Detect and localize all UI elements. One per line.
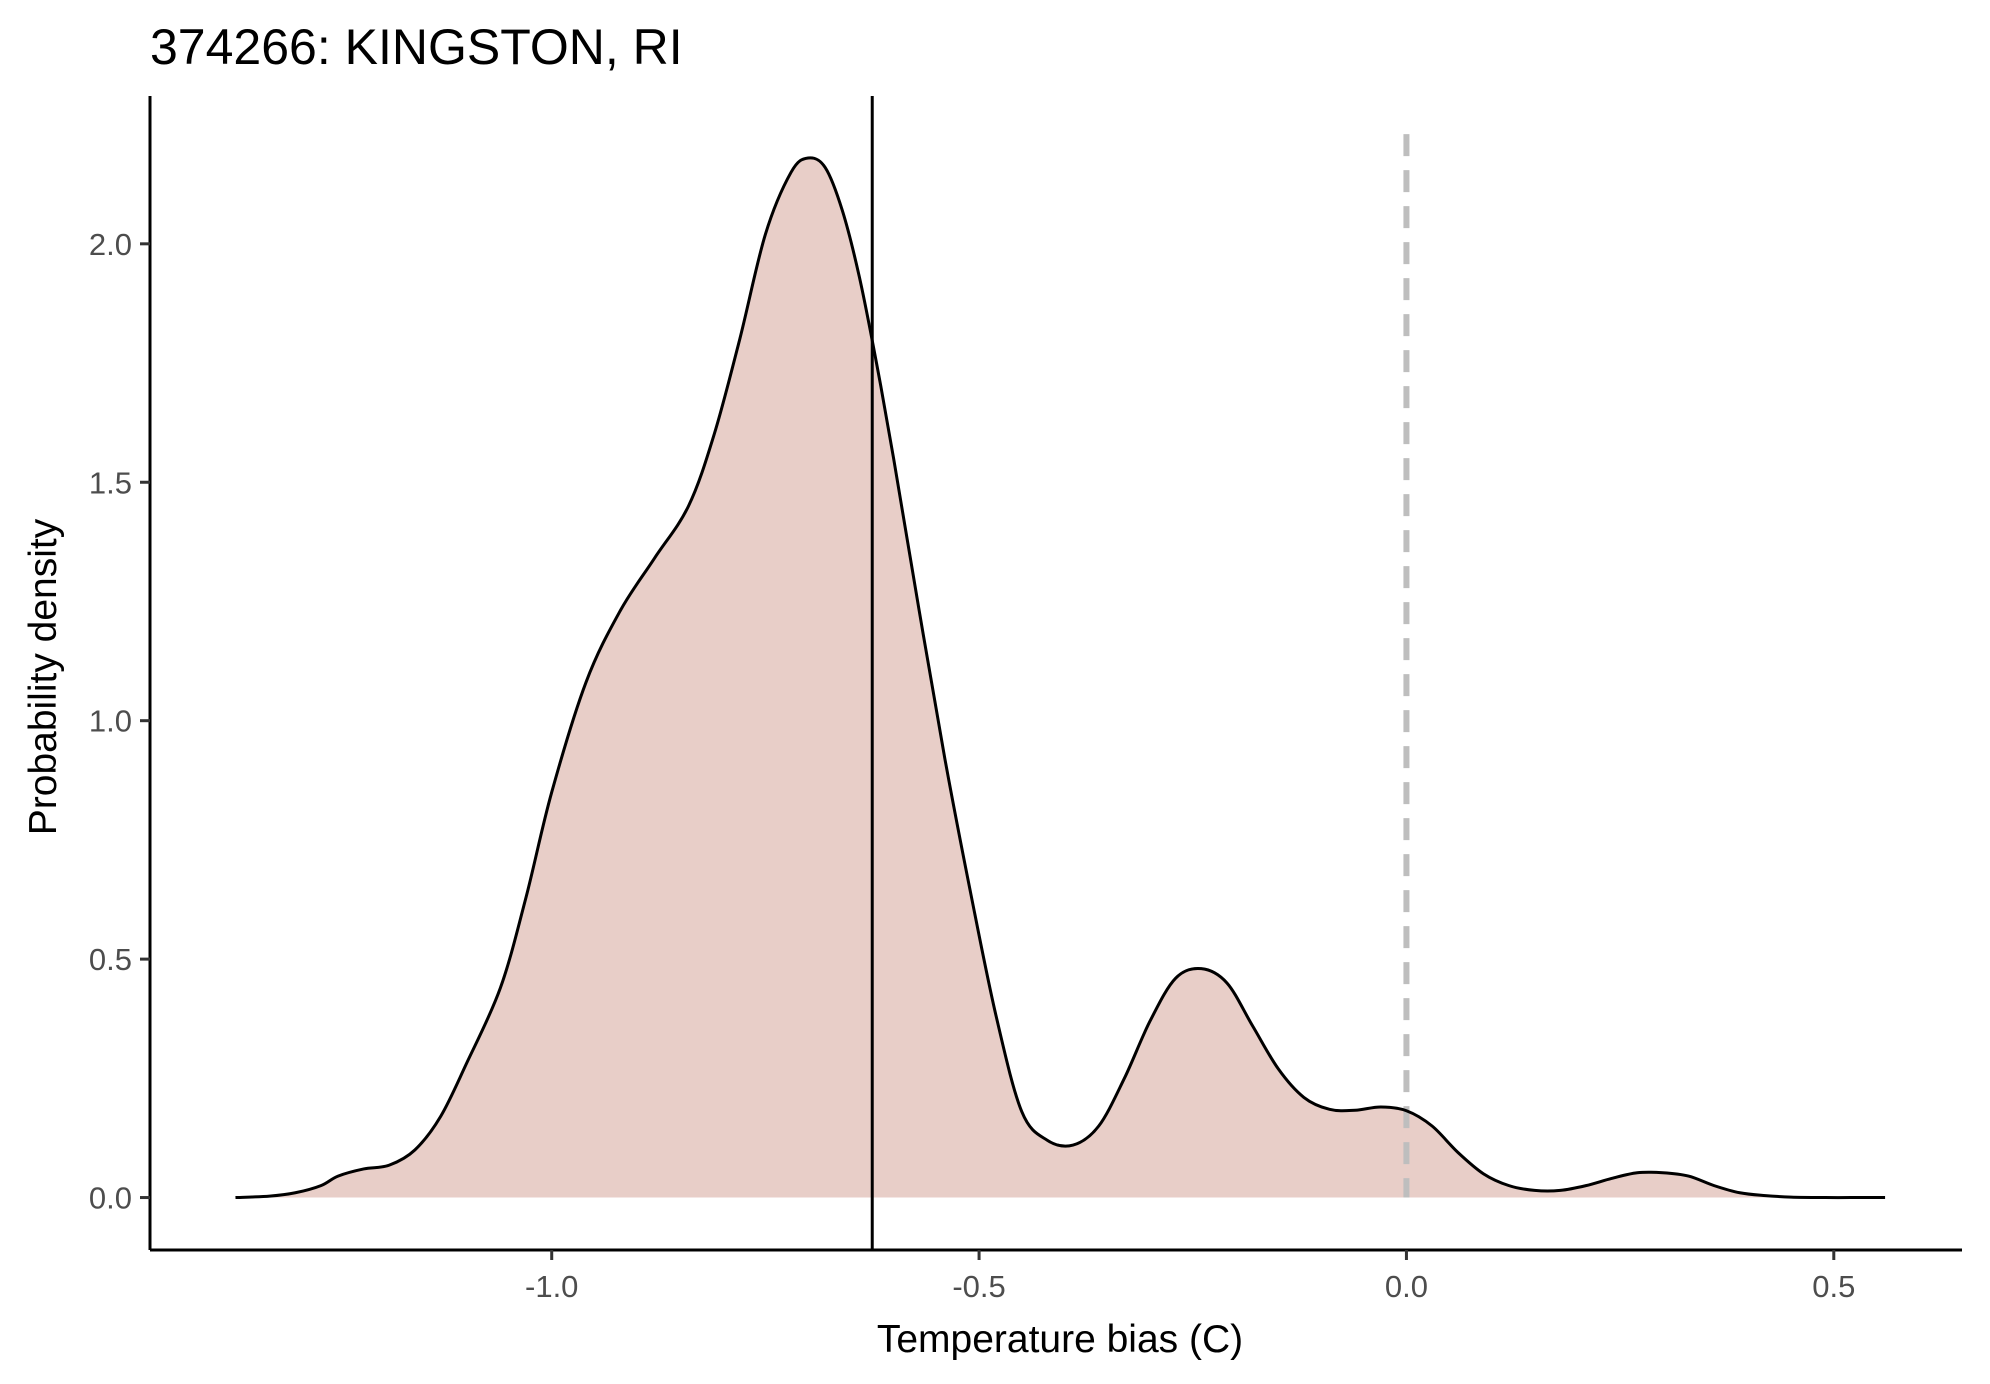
x-tick-label: -0.5 xyxy=(952,1269,1005,1304)
y-tick-label: 0.5 xyxy=(89,942,132,977)
density-curve xyxy=(235,156,1886,1200)
x-tick-label: 0.0 xyxy=(1385,1269,1428,1304)
x-tick-label: -1.0 xyxy=(525,1269,578,1304)
y-axis-title: Probability density xyxy=(22,518,65,835)
plot-area xyxy=(235,96,1886,1250)
x-tick-label: 0.5 xyxy=(1812,1269,1855,1304)
chart-title: 374266: KINGSTON, RI xyxy=(150,19,683,75)
y-tick-label: 2.0 xyxy=(89,227,132,262)
axes: -1.0 -0.5 0.0 0.5 0.0 0.5 1.0 1.5 2.0 xyxy=(89,96,1962,1304)
x-axis-title: Temperature bias (C) xyxy=(877,1318,1243,1361)
y-tick-label: 0.0 xyxy=(89,1181,132,1216)
y-tick-label: 1.0 xyxy=(89,704,132,739)
density-area xyxy=(235,157,1886,1198)
y-tick-label: 1.5 xyxy=(89,465,132,500)
